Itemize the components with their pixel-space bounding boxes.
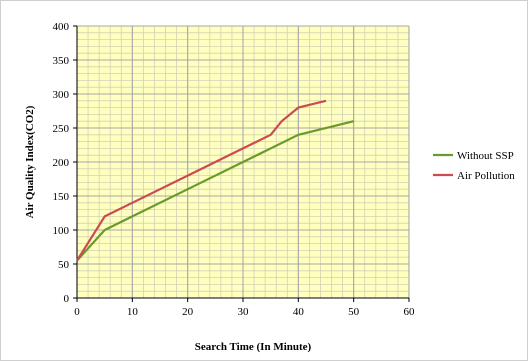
major-grid	[76, 25, 410, 299]
series-line-2	[76, 99, 327, 262]
x-tick-label: 10	[127, 306, 139, 318]
y-tick-label: 0	[64, 293, 70, 305]
series-lines	[76, 99, 354, 262]
y-tick-label: 300	[53, 89, 70, 101]
y-tick-label: 350	[53, 55, 70, 67]
x-tick-label: 20	[182, 306, 194, 318]
y-tick-label: 200	[53, 157, 70, 169]
legend-label-2: Air Pollution	[457, 170, 515, 182]
x-tick-label: 0	[74, 306, 80, 318]
y-axis-title: Air Quality Index(CO2)	[24, 105, 36, 218]
y-tick-label: 400	[53, 21, 70, 33]
legend-label-1: Without SSP	[457, 150, 514, 162]
x-axis-title: Search Time (In Minute)	[195, 341, 312, 353]
legend: Without SSP Air Pollution	[433, 150, 515, 182]
x-tick-label: 60	[404, 306, 416, 318]
y-tick-label: 150	[53, 191, 70, 203]
y-tick-label: 250	[53, 123, 70, 135]
x-tick-label: 30	[238, 306, 250, 318]
y-tick-label: 100	[53, 225, 70, 237]
x-tick-label: 50	[348, 306, 360, 318]
x-axis-ticks: 0 10 20 30 40 50 60	[74, 298, 415, 318]
y-axis-ticks: 0 50 100 150 200 250 300 350 400	[53, 21, 77, 305]
x-tick-label: 40	[293, 306, 305, 318]
y-tick-label: 50	[58, 259, 70, 271]
series-line-1	[76, 120, 354, 262]
